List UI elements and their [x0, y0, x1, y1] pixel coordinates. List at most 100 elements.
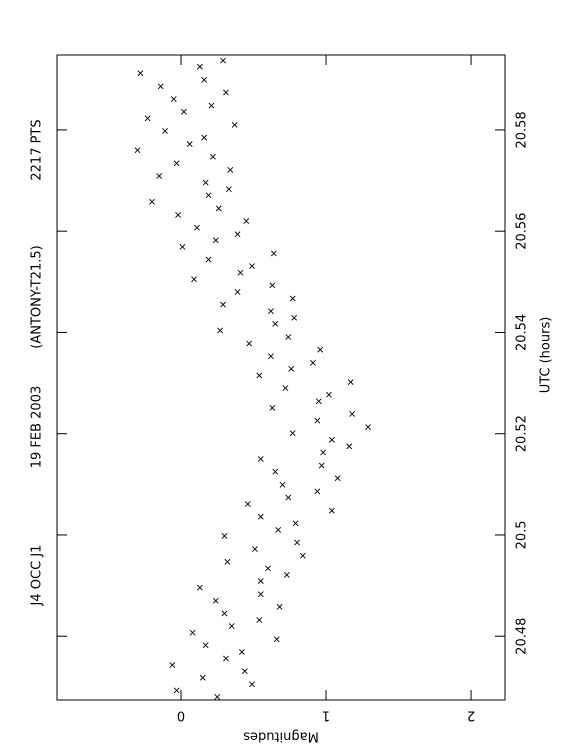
- x-tick-label: 20.52: [515, 415, 530, 452]
- point: [272, 320, 279, 327]
- point: [299, 552, 306, 559]
- plot-frame: [56, 54, 506, 701]
- point: [196, 63, 203, 70]
- point: [288, 365, 295, 372]
- point: [202, 179, 209, 186]
- point: [291, 314, 298, 321]
- point: [314, 488, 321, 495]
- point: [279, 481, 286, 488]
- point: [349, 411, 356, 417]
- point: [234, 289, 241, 295]
- point: [275, 526, 282, 533]
- point: [318, 462, 325, 469]
- point: [234, 231, 241, 238]
- point: [212, 237, 219, 244]
- point: [220, 301, 226, 308]
- point: [292, 520, 299, 527]
- point: [314, 417, 321, 424]
- point: [270, 250, 277, 257]
- x-tick-label: 20.5: [515, 520, 530, 549]
- point: [220, 57, 226, 64]
- point: [202, 642, 209, 649]
- point: [310, 359, 316, 366]
- y-tick-label: 0: [177, 708, 185, 723]
- y-axis-label: Magnitudes: [243, 729, 319, 744]
- point: [285, 334, 292, 340]
- point: [244, 501, 251, 507]
- y-tick-label: 1: [322, 708, 330, 723]
- point: [205, 192, 212, 199]
- point: [175, 212, 182, 218]
- point: [246, 340, 253, 347]
- point: [214, 694, 221, 700]
- point: [134, 147, 141, 154]
- x-tick-label: 20.58: [515, 111, 530, 148]
- x-tick-label: 20.56: [515, 213, 530, 250]
- point: [249, 263, 255, 270]
- point: [224, 558, 231, 565]
- point: [237, 269, 244, 276]
- point: [317, 346, 324, 353]
- point: [227, 167, 234, 173]
- point: [173, 160, 180, 167]
- point: [241, 668, 248, 675]
- point: [225, 186, 232, 193]
- annotation: 2217 PTS: [30, 119, 45, 180]
- point: [256, 617, 263, 623]
- point: [223, 655, 229, 662]
- point: [180, 108, 187, 115]
- point: [205, 256, 212, 263]
- point: [257, 578, 264, 584]
- point: [231, 121, 238, 128]
- point: [272, 468, 279, 475]
- point: [328, 507, 335, 514]
- point: [315, 398, 322, 405]
- point: [265, 565, 271, 572]
- point: [157, 83, 164, 90]
- point: [217, 327, 224, 334]
- point: [249, 681, 255, 688]
- point: [208, 102, 215, 109]
- point: [173, 687, 180, 694]
- point: [243, 218, 250, 224]
- x-tick-label: 20.48: [515, 618, 530, 655]
- point: [179, 243, 186, 250]
- point: [326, 391, 332, 398]
- point: [221, 533, 228, 539]
- point: [282, 385, 289, 392]
- point: [252, 546, 258, 553]
- point: [223, 89, 229, 96]
- x-tick-label: 20.54: [515, 314, 530, 351]
- point: [346, 443, 353, 450]
- point: [257, 513, 264, 520]
- point: [269, 404, 276, 411]
- point: [170, 96, 177, 102]
- point: [285, 494, 292, 501]
- point: [156, 173, 163, 179]
- y-tick-label: 2: [467, 708, 475, 723]
- point: [221, 610, 228, 617]
- point: [186, 141, 193, 148]
- point: [273, 636, 280, 643]
- point: [238, 648, 245, 655]
- point: [283, 572, 290, 578]
- point: [194, 224, 200, 231]
- x-axis-label: UTC (hours): [539, 317, 554, 394]
- point: [189, 629, 196, 636]
- annotation: 19 FEB 2003: [30, 386, 45, 469]
- point: [334, 475, 341, 482]
- point: [199, 674, 206, 681]
- point: [149, 198, 155, 205]
- point: [209, 153, 216, 160]
- point: [294, 539, 300, 546]
- point: [169, 662, 176, 668]
- point: [269, 282, 276, 289]
- point: [365, 424, 372, 431]
- annotation: (ANTONY-T21.5): [30, 245, 45, 348]
- point: [201, 76, 208, 83]
- point: [212, 597, 219, 604]
- point: [268, 353, 274, 360]
- point: [257, 591, 264, 598]
- point: [196, 584, 203, 591]
